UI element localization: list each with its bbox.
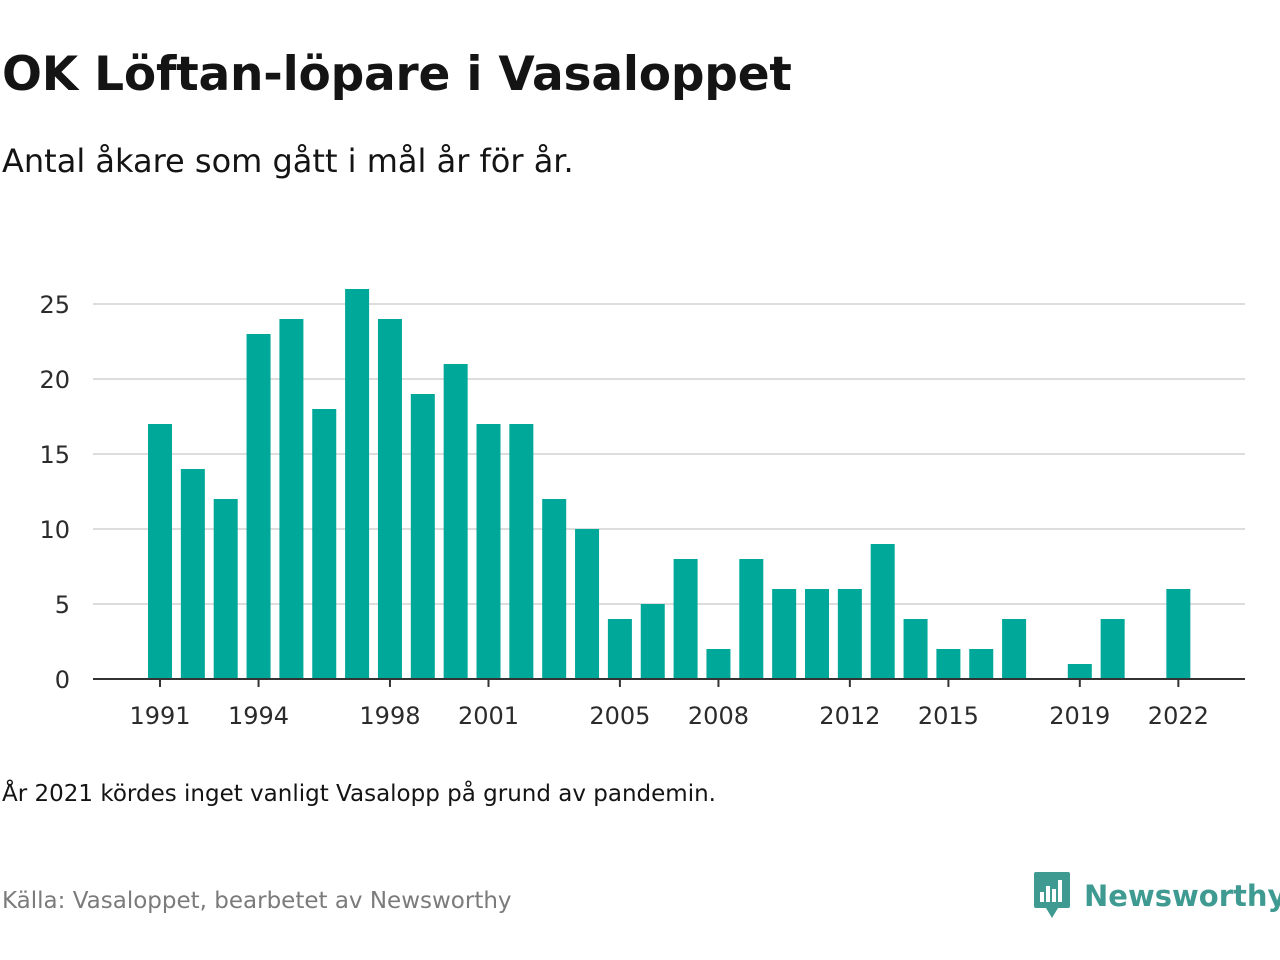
bar-1992 xyxy=(180,469,205,679)
y-tick-label: 10 xyxy=(39,516,70,544)
y-tick-label: 15 xyxy=(39,441,70,469)
y-axis-ticks: 0 5 10 15 20 25 xyxy=(39,291,70,694)
x-tick-label: 2005 xyxy=(589,702,650,730)
chart-note: År 2021 kördes inget vanligt Vasalopp på… xyxy=(2,781,716,807)
newsworthy-brand: Newsworthy xyxy=(1032,870,1280,922)
y-tick-label: 20 xyxy=(39,366,70,394)
bar-2002 xyxy=(509,424,534,679)
bar-1998 xyxy=(377,319,402,679)
x-tick-label: 2001 xyxy=(458,702,519,730)
bar-2008 xyxy=(706,649,731,679)
x-tick-label: 1998 xyxy=(359,702,420,730)
bar-2013 xyxy=(870,544,895,679)
bar-chart: 0 5 10 15 20 25 1991 1994 1998 2001 2005 2008 2012 2… xyxy=(39,289,1245,730)
y-tick-label: 0 xyxy=(55,666,70,694)
chart-title: OK Löftan-löpare i Vasaloppet xyxy=(2,47,792,102)
bar-2006 xyxy=(640,604,665,679)
x-tick-label: 2019 xyxy=(1049,702,1110,730)
x-tick-label: 2012 xyxy=(819,702,880,730)
bar-2014 xyxy=(903,619,928,679)
bar-2000 xyxy=(443,364,468,679)
newsworthy-logo-icon xyxy=(1034,872,1070,918)
x-tick-label: 2008 xyxy=(688,702,749,730)
bar-1993 xyxy=(213,499,238,679)
bar-1991 xyxy=(148,424,172,679)
bar-2012 xyxy=(837,589,862,679)
x-axis-ticks: 1991 1994 1998 2001 2005 2008 2012 2015 2019 2022 xyxy=(129,679,1209,730)
bar-1999 xyxy=(410,394,435,679)
bar-2015 xyxy=(936,649,961,679)
x-tick-label: 1991 xyxy=(129,702,190,730)
bar-1997 xyxy=(345,289,370,679)
x-tick-label: 2015 xyxy=(918,702,979,730)
bar-2001 xyxy=(476,424,501,679)
bar-2016 xyxy=(969,649,994,679)
y-tick-label: 25 xyxy=(39,291,70,319)
brand-name: Newsworthy xyxy=(1084,879,1280,913)
bar-2003 xyxy=(542,499,567,679)
bar-2005 xyxy=(607,619,632,679)
bar-1994 xyxy=(246,334,271,679)
bar-2017 xyxy=(1002,619,1027,679)
bars xyxy=(148,289,1191,679)
bar-2007 xyxy=(673,559,698,679)
bar-2022 xyxy=(1166,589,1191,679)
bar-2010 xyxy=(772,589,797,679)
x-tick-label: 1994 xyxy=(228,702,289,730)
y-tick-label: 5 xyxy=(55,591,70,619)
x-tick-label: 2022 xyxy=(1148,702,1209,730)
bar-1995 xyxy=(279,319,304,679)
bar-2020 xyxy=(1100,619,1125,679)
bar-2009 xyxy=(739,559,764,679)
bar-1996 xyxy=(312,409,337,679)
chart-subtitle: Antal åkare som gått i mål år för år. xyxy=(2,142,574,180)
source-credit: Källa: Vasaloppet, bearbetet av Newswort… xyxy=(2,888,512,914)
bar-2011 xyxy=(805,589,829,679)
bar-2019 xyxy=(1067,664,1092,679)
bar-2004 xyxy=(575,529,600,679)
